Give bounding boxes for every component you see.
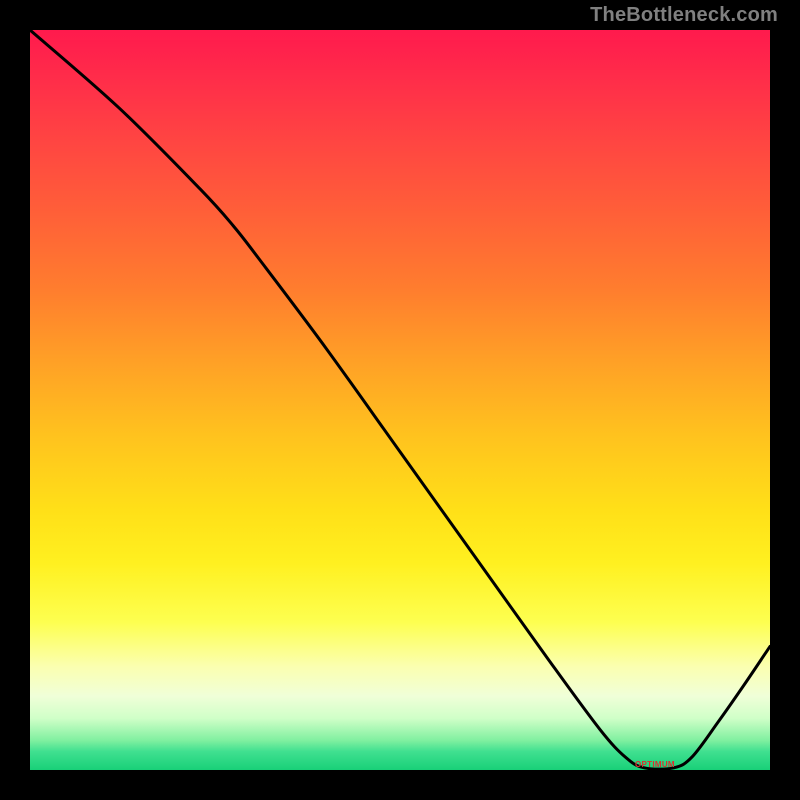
minimum-label: OPTIMUM [635,760,675,769]
gradient-background [30,30,770,770]
attribution-text: TheBottleneck.com [590,4,778,27]
plot-area: OPTIMUM [30,30,770,770]
